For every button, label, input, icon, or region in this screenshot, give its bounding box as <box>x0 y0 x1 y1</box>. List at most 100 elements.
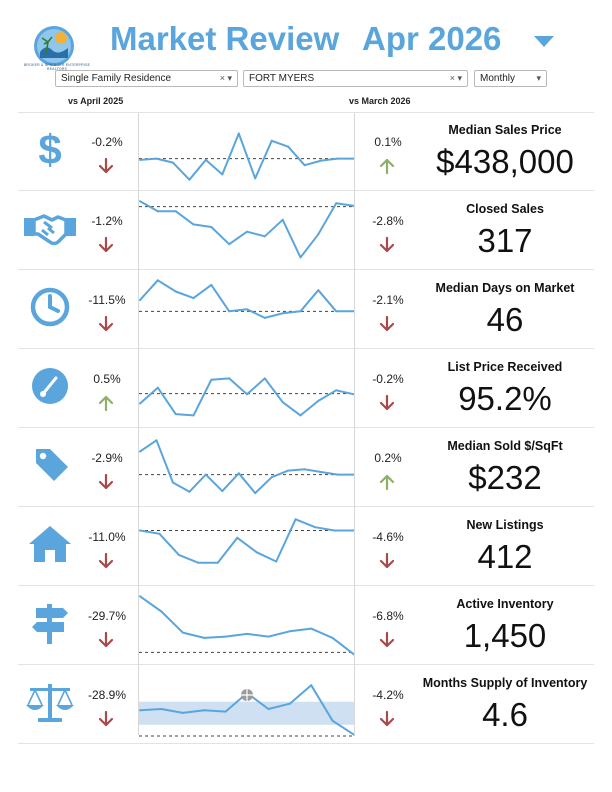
drag-handle-icon[interactable] <box>241 689 253 701</box>
trend-point <box>281 312 284 315</box>
trend-point <box>299 256 302 259</box>
trend-point <box>216 561 219 564</box>
trend-point <box>139 299 141 302</box>
chevron-down-icon[interactable]: ▾ <box>536 73 541 83</box>
trend-point <box>336 473 339 476</box>
trend-point <box>331 636 334 639</box>
grid-top-line <box>18 112 594 113</box>
mom-change: -4.2% <box>372 688 404 702</box>
clear-and-dropdown-icon[interactable]: × ▾ <box>219 73 232 83</box>
sparkline-chart <box>139 350 355 428</box>
caret-down-icon[interactable] <box>534 36 554 47</box>
sparkline-right-border <box>354 113 355 735</box>
sparkline-chart <box>139 587 355 665</box>
svg-text:$: $ <box>38 126 61 172</box>
clear-and-dropdown-icon[interactable]: × ▾ <box>449 73 462 83</box>
metric-row: -1.2% -2.8% Closed Sales 317 <box>18 192 594 270</box>
trend-point <box>181 711 184 714</box>
arrow-down-icon <box>96 552 116 570</box>
trend-line <box>139 279 354 319</box>
trend-point <box>192 297 195 300</box>
trend-point <box>317 233 320 236</box>
trend-point <box>221 173 224 176</box>
metric-value: $232 <box>468 459 542 496</box>
sparkline-chart <box>139 508 355 586</box>
trend-point <box>204 158 207 161</box>
report-date: Apr 2026 <box>362 20 502 57</box>
page-title: Market Review <box>110 20 340 57</box>
trend-point <box>210 378 213 381</box>
scales-icon <box>22 678 78 726</box>
arrow-up-icon <box>96 394 116 412</box>
trend-line <box>139 200 355 259</box>
trend-point <box>139 158 141 161</box>
metric-label: List Price Received <box>447 360 563 374</box>
trend-point <box>288 702 291 705</box>
yoy-change: -11.5% <box>88 293 126 307</box>
trend-point <box>320 159 323 162</box>
trend-point <box>204 473 207 476</box>
trend-point <box>288 630 291 633</box>
trend-point <box>236 536 239 539</box>
arrow-down-icon <box>377 710 397 728</box>
trend-point <box>192 223 195 226</box>
trend-point <box>314 526 317 529</box>
period-select[interactable]: Monthly ▾ <box>474 70 547 87</box>
trend-point <box>188 178 191 181</box>
metric-label: New Listings <box>466 518 544 532</box>
arrow-down-icon <box>377 631 397 649</box>
arrow-up-icon <box>377 473 397 491</box>
trend-point <box>155 439 158 442</box>
trend-point <box>160 708 163 710</box>
metric-label: Months Supply of Inventory <box>422 676 588 690</box>
trend-point <box>263 316 266 319</box>
range-band <box>139 701 355 725</box>
trend-point <box>310 627 313 630</box>
trend-point <box>254 492 257 495</box>
metric-row: -29.7% -6.8% Active Inventory 1,450 <box>18 587 594 665</box>
trend-point <box>310 684 313 687</box>
arrow-down-icon <box>377 315 397 333</box>
trend-point <box>228 310 231 313</box>
trend-point <box>255 551 258 554</box>
trend-point <box>224 635 227 638</box>
trend-point <box>228 243 231 246</box>
mom-change: -6.8% <box>372 609 404 623</box>
logo-text: BROKER & SPRINGER ENTERPRISE REALTORS <box>23 63 91 71</box>
trend-point <box>287 469 290 472</box>
arrow-down-icon <box>96 315 116 333</box>
sparkline-chart <box>139 271 355 349</box>
metric-row: -28.9% -4.2% Months Supply of Inventory 4.6 <box>18 666 594 744</box>
metric-row: $ -0.2% 0.1% Median Sales Price $438,000 <box>18 113 594 191</box>
handshake-icon <box>22 204 78 252</box>
metric-value: 46 <box>486 301 524 338</box>
yoy-change: -1.2% <box>91 214 123 228</box>
trend-point <box>197 561 200 564</box>
trend-point <box>281 218 284 221</box>
trend-point <box>287 145 290 148</box>
property-type-select[interactable]: Single Family Residence × ▾ <box>55 70 238 87</box>
metric-row: -11.5% -2.1% Median Days on Market 46 <box>18 271 594 349</box>
trend-point <box>335 389 338 392</box>
trend-point <box>333 529 336 532</box>
trend-line <box>139 132 354 181</box>
trend-point <box>246 308 248 311</box>
trend-point <box>156 386 159 389</box>
metric-label: Median Sales Price <box>448 123 562 137</box>
trend-point <box>156 210 159 213</box>
arrow-down-icon <box>96 157 116 175</box>
yoy-change: -2.9% <box>91 451 123 465</box>
city-value: FORT MYERS <box>249 73 315 84</box>
metric-value: $438,000 <box>436 143 574 180</box>
city-select[interactable]: FORT MYERS × ▾ <box>243 70 468 87</box>
metric-label: Active Inventory <box>456 597 554 611</box>
arrow-down-icon <box>377 552 397 570</box>
trend-point <box>246 393 248 396</box>
trend-point <box>299 310 302 313</box>
metric-value: 1,450 <box>463 617 547 654</box>
trend-point <box>139 529 141 532</box>
price-tag-icon <box>22 441 78 489</box>
sparkline-chart <box>139 192 355 270</box>
trend-point <box>331 719 334 722</box>
trend-point <box>139 200 141 203</box>
